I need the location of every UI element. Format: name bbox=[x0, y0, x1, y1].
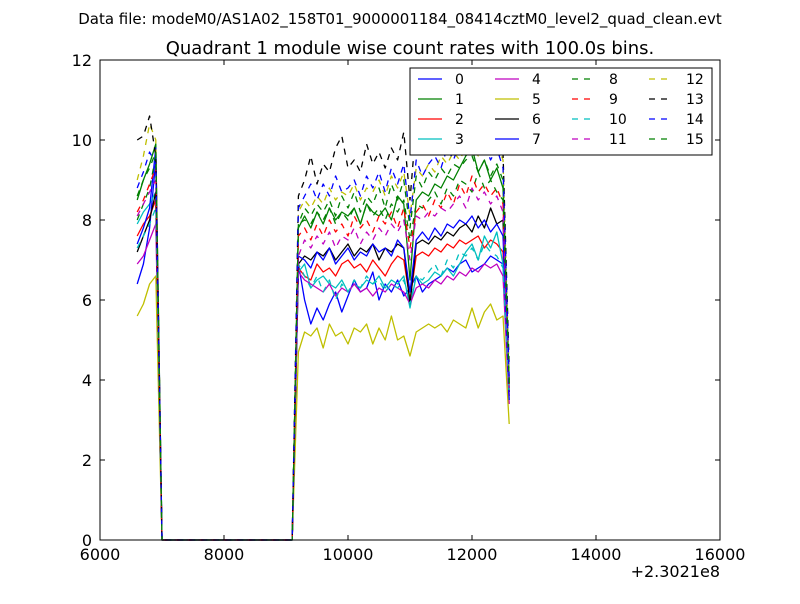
legend-label-12: 12 bbox=[686, 72, 704, 88]
legend-label-14: 14 bbox=[686, 112, 704, 128]
chart-title: Quadrant 1 module wise count rates with … bbox=[166, 38, 655, 59]
series-line-11 bbox=[136, 179, 510, 541]
series-line-9 bbox=[136, 167, 510, 541]
legend-label-4: 4 bbox=[532, 72, 541, 88]
legend-label-1: 1 bbox=[455, 92, 464, 108]
y-tick-label: 0 bbox=[82, 531, 92, 550]
x-tick-label: 6000 bbox=[80, 545, 121, 564]
series-line-7 bbox=[136, 147, 510, 541]
x-axis: 6000 8000 10000 12000 14000 16000 bbox=[80, 60, 746, 564]
series-line-14 bbox=[136, 139, 510, 541]
plot-lines bbox=[136, 115, 510, 541]
legend-label-6: 6 bbox=[532, 112, 541, 128]
legend-label-2: 2 bbox=[455, 112, 464, 128]
x-tick-label: 12000 bbox=[447, 545, 498, 564]
series-line-12 bbox=[136, 123, 510, 541]
y-tick-label: 2 bbox=[82, 451, 92, 470]
legend-label-8: 8 bbox=[609, 72, 618, 88]
x-tick-label: 8000 bbox=[204, 545, 245, 564]
legend-box bbox=[409, 67, 713, 156]
legend-label-11: 11 bbox=[609, 132, 627, 148]
y-tick-label: 12 bbox=[72, 51, 92, 70]
legend-label-5: 5 bbox=[532, 92, 541, 108]
series-line-15 bbox=[136, 151, 510, 541]
series-line-5 bbox=[136, 275, 510, 541]
legend-label-3: 3 bbox=[455, 132, 464, 148]
legend-label-7: 7 bbox=[532, 132, 541, 148]
series-line-3 bbox=[136, 191, 510, 541]
y-tick-label: 10 bbox=[72, 131, 92, 150]
x-offset-label: +2.3021e8 bbox=[631, 562, 720, 581]
x-tick-label: 14000 bbox=[571, 545, 622, 564]
y-tick-label: 4 bbox=[82, 371, 92, 390]
legend-label-0: 0 bbox=[455, 72, 464, 88]
series-line-0 bbox=[136, 159, 510, 541]
series-line-4 bbox=[136, 223, 510, 541]
x-tick-label: 10000 bbox=[323, 545, 374, 564]
legend-label-15: 15 bbox=[686, 132, 704, 148]
legend-label-10: 10 bbox=[609, 112, 627, 128]
file-label: Data file: modeM0/AS1A02_158T01_90000011… bbox=[78, 10, 722, 29]
y-tick-label: 6 bbox=[82, 291, 92, 310]
legend-label-9: 9 bbox=[609, 92, 618, 108]
series-line-8 bbox=[136, 155, 510, 541]
y-tick-label: 8 bbox=[82, 211, 92, 230]
series-line-2 bbox=[136, 199, 510, 541]
legend-label-13: 13 bbox=[686, 92, 704, 108]
x-tick-label: 16000 bbox=[695, 545, 746, 564]
series-line-1 bbox=[136, 143, 510, 541]
series-line-10 bbox=[136, 207, 510, 541]
